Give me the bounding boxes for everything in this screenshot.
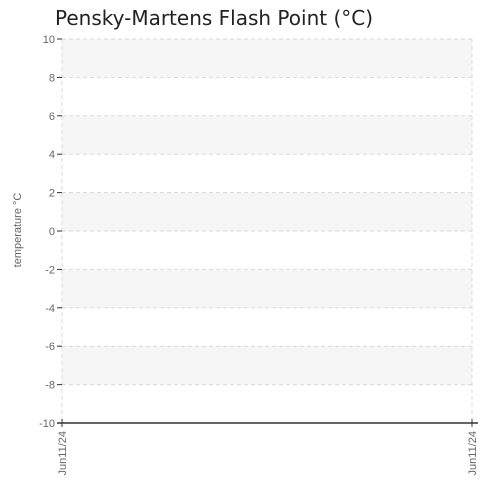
y-tick-label: 0 [49,226,55,238]
y-tick-label: 10 [43,34,55,46]
y-axis-label: temperature °C [12,193,24,268]
y-axis-ticks: 10 8 6 4 2 0 -2 -4 -6 -8 -10 [39,34,62,430]
plot-band [62,39,472,78]
y-tick-label: -10 [39,418,55,430]
y-tick-label: -6 [45,341,55,353]
x-axis-ticks: Jun11/24 Jun11/24 [57,419,479,475]
y-tick-label: 6 [49,111,55,123]
plot-band [62,192,472,231]
y-tick-label: 8 [49,72,55,84]
y-tick-label: -8 [45,380,55,392]
plot-band [62,269,472,308]
y-tick-label: -2 [45,264,55,276]
y-tick-label: -4 [45,303,55,315]
plot-band [62,115,472,155]
y-tick-label: 2 [49,188,55,200]
y-tick-label: 4 [49,149,55,161]
x-tick-label: Jun11/24 [467,431,479,475]
plot-band [62,346,472,385]
plot-bands [62,39,472,385]
x-tick-label: Jun11/24 [57,431,69,475]
chart-title: Pensky-Martens Flash Point (°C) [55,6,374,30]
